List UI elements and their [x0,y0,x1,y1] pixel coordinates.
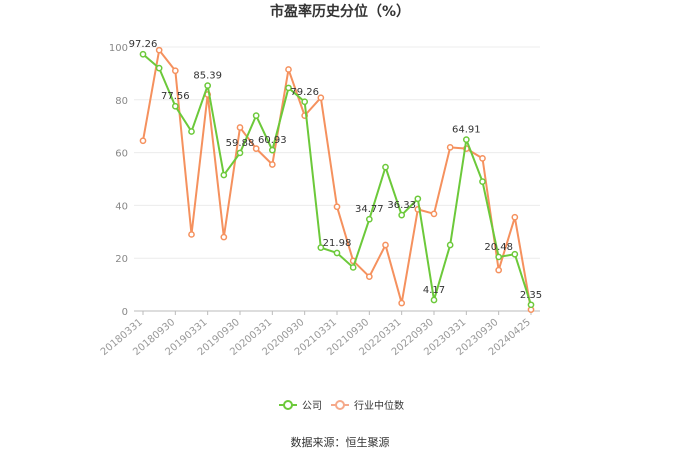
data-point-industry-median[interactable] [285,66,292,73]
data-point-company[interactable] [155,64,163,72]
data-point-industry-median[interactable] [333,203,341,211]
data-label: 60.93 [258,135,287,146]
series [139,46,535,314]
y-tick-label: 0 [122,307,128,318]
data-point-industry-median[interactable] [446,143,454,151]
data-point-industry-median[interactable] [365,273,373,281]
data-point-industry-median[interactable] [398,299,406,307]
data-label: 59.88 [226,138,255,149]
data-point-company[interactable] [220,171,228,179]
data-point-industry-median[interactable] [382,241,389,249]
data-label: 64.91 [452,125,481,136]
chart-title: 市盈率历史分位（%） [270,3,410,20]
data-point-company[interactable] [204,82,212,89]
data-point-industry-median[interactable] [268,161,276,168]
data-point-industry-median[interactable] [155,46,163,54]
data-point-industry-median[interactable] [139,137,147,145]
legend-item-industry-median[interactable]: 行业中位数 [331,399,404,412]
legend: 公司 行业中位数 [279,399,404,412]
data-point-industry-median[interactable] [317,94,325,102]
data-point-company[interactable] [527,301,535,309]
data-point-company[interactable] [252,112,260,119]
data-point-company[interactable] [333,249,341,257]
data-label: 4.17 [423,285,445,296]
y-tick-label: 80 [115,96,128,107]
grid [134,46,540,312]
data-point-industry-median[interactable] [188,231,195,238]
data-point-company[interactable] [317,244,325,251]
y-tick-label: 20 [115,254,128,265]
data-point-company[interactable] [462,136,470,143]
data-label: 79.26 [290,87,319,98]
legend-company-marker [283,400,293,410]
data-point-company[interactable] [430,296,438,304]
legend-company-label: 公司 [302,401,322,412]
y-tick-label: 40 [115,201,128,212]
data-point-company[interactable] [349,264,357,271]
data-label: 34.77 [355,204,384,215]
legend-industry-marker [335,400,345,410]
data-point-company[interactable] [511,250,519,258]
data-label: 20.48 [484,242,513,253]
data-label: 77.56 [161,91,190,102]
source-note: 数据来源：恒生聚源 [291,435,390,449]
data-label: 97.26 [129,39,158,50]
series-line-company [142,53,532,306]
series-line-industry-median [142,49,532,310]
data-label: 21.98 [323,238,352,249]
data-point-industry-median[interactable] [252,145,260,152]
legend-item-company[interactable]: 公司 [279,400,322,412]
data-point-company[interactable] [495,253,503,261]
data-point-company[interactable] [268,146,276,154]
data-label: 36.33 [387,200,416,211]
data-point-industry-median[interactable] [220,233,228,241]
data-point-company[interactable] [188,128,195,135]
data-point-company[interactable] [365,215,373,223]
y-tick-label: 100 [109,43,128,54]
data-point-company[interactable] [446,241,454,249]
data-point-company[interactable] [398,211,406,219]
data-point-company[interactable] [382,163,389,171]
data-label: 2.35 [520,290,542,301]
data-point-company[interactable] [285,84,292,92]
y-tick-label: 60 [115,149,128,160]
data-point-industry-median[interactable] [495,266,503,274]
data-point-industry-median[interactable] [511,213,519,221]
data-point-industry-median[interactable] [171,67,179,75]
data-point-company[interactable] [301,98,309,106]
legend-industry-label: 行业中位数 [354,399,404,412]
data-point-industry-median[interactable] [479,155,486,162]
data-point-company[interactable] [479,178,486,185]
data-point-company[interactable] [139,50,147,58]
data-point-company[interactable] [236,149,244,157]
data-point-company[interactable] [414,195,422,203]
data-label: 85.39 [193,71,222,82]
data-point-company[interactable] [171,102,179,110]
data-point-industry-median[interactable] [236,124,244,131]
data-point-industry-median[interactable] [430,210,438,218]
